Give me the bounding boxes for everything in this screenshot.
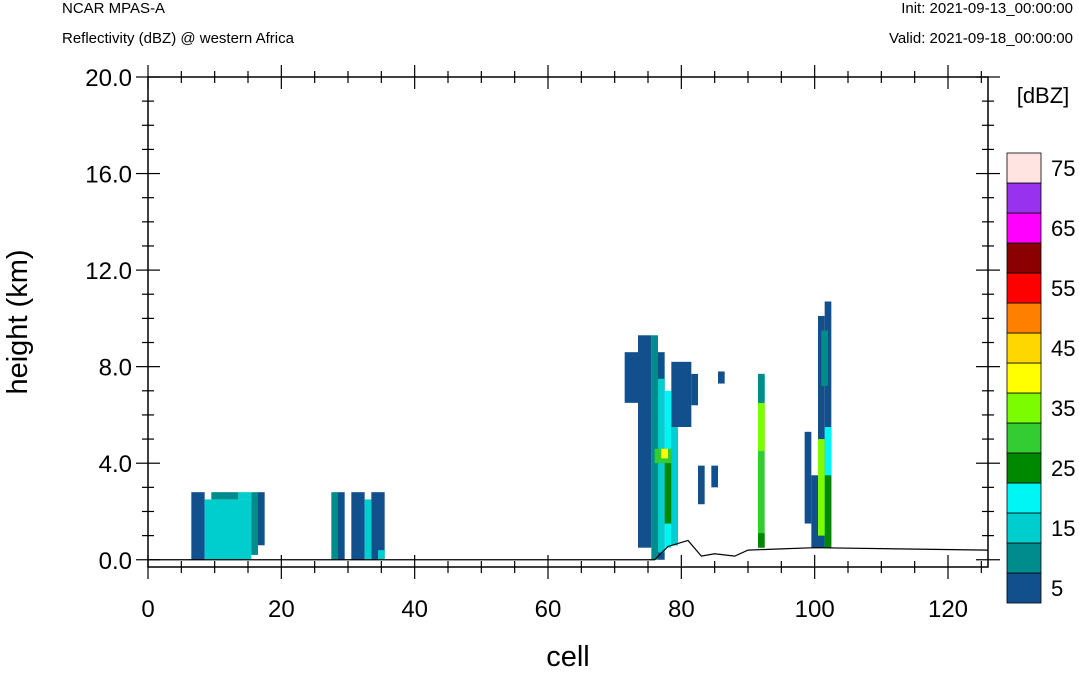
reflectivity-cell: [651, 335, 658, 560]
reflectivity-cell: [238, 492, 252, 500]
colorbar: 5 15 25 35 45 55 65 75: [1006, 152, 1075, 604]
reflectivity-cell: [678, 361, 692, 427]
colorbar-swatch: [1006, 332, 1042, 364]
colorbar-swatch: [1006, 182, 1042, 214]
colorbar-swatch: [1006, 512, 1042, 544]
colorbar-unit: [dBZ]: [1017, 83, 1070, 108]
reflectivity-cell: [818, 315, 825, 548]
x-tick-label: 20: [268, 596, 295, 623]
x-tick-label: 120: [928, 596, 968, 623]
reflectivity-cell: [691, 373, 698, 406]
colorbar-label: 25: [1051, 456, 1075, 481]
reflectivity-cell: [364, 499, 372, 560]
colorbar-swatch: [1006, 392, 1042, 424]
x-tick-label: 100: [795, 596, 835, 623]
reflectivity-cell: [818, 439, 825, 536]
y-tick-label: 0.0: [99, 548, 132, 575]
y-tick-label: 16.0: [85, 162, 132, 189]
reflectivity-cell: [824, 301, 832, 548]
colorbar-label: 55: [1051, 276, 1075, 301]
colorbar-swatch: [1006, 422, 1042, 454]
reflectivity-cell: [811, 475, 818, 548]
model-title: NCAR MPAS-A: [62, 0, 166, 17]
reflectivity-cell: [698, 465, 705, 505]
colorbar-swatch: [1006, 152, 1042, 184]
colorbar-swatch: [1006, 212, 1042, 244]
y-tick-label: 12.0: [85, 258, 132, 285]
x-axis-title: cell: [546, 641, 590, 673]
colorbar-label: 75: [1051, 156, 1075, 181]
reflectivity-cell: [371, 492, 385, 560]
y-tick-label: 8.0: [99, 355, 132, 382]
reflectivity-cell: [378, 550, 385, 560]
reflectivity-cell: [251, 492, 258, 555]
reflectivity-cell: [711, 465, 718, 488]
colorbar-label: 5: [1051, 576, 1063, 601]
reflectivity-cell: [191, 492, 205, 560]
field-subtitle: Reflectivity (dBZ) @ western Africa: [62, 30, 294, 47]
reflectivity-cell: [821, 330, 828, 386]
reflectivity-cells: [191, 301, 832, 560]
reflectivity-cell: [661, 448, 668, 459]
reflectivity-cell: [351, 492, 365, 560]
colorbar-swatch: [1006, 572, 1042, 604]
y-tick-label: 4.0: [99, 451, 132, 478]
reflectivity-cell: [758, 373, 765, 548]
colorbar-label: 35: [1051, 396, 1075, 421]
reflectivity-cell: [638, 335, 652, 548]
reflectivity-cell: [658, 378, 665, 553]
colorbar-swatch: [1006, 302, 1042, 334]
colorbar-label: 45: [1051, 336, 1075, 361]
reflectivity-cell: [664, 451, 672, 524]
frame-border: [147, 76, 989, 568]
x-tick-label: 40: [401, 596, 428, 623]
reflectivity-cell: [758, 533, 765, 548]
reflectivity-cell: [758, 402, 765, 452]
reflectivity-cell: [331, 492, 338, 560]
colorbar-label: 65: [1051, 216, 1075, 241]
colorbar-swatch: [1006, 482, 1042, 514]
colorbar-swatch: [1006, 272, 1042, 304]
reflectivity-cell: [258, 492, 265, 546]
y-axis-title: height (km): [2, 249, 34, 394]
x-tick-label: 0: [141, 596, 154, 623]
colorbar-swatch: [1006, 362, 1042, 394]
reflectivity-cell: [338, 492, 345, 560]
valid-time: Valid: 2021-09-18_00:00:00: [888, 30, 1073, 47]
terrain-line: [148, 539, 989, 561]
colorbar-swatch: [1006, 542, 1042, 574]
x-tick-label: 60: [535, 596, 562, 623]
reflectivity-cell: [718, 371, 725, 384]
reflectivity-cell: [204, 499, 252, 560]
terrain-layer: [148, 539, 989, 561]
x-tick-label: 80: [668, 596, 695, 623]
reflectivity-cell: [804, 431, 812, 524]
colorbar-swatch: [1006, 242, 1042, 274]
init-time: Init: 2021-09-13_00:00:00: [901, 0, 1073, 17]
colorbar-label: 15: [1051, 516, 1075, 541]
colorbar-swatch: [1006, 452, 1042, 484]
reflectivity-cell: [211, 492, 238, 500]
plot-frame: [147, 76, 989, 568]
reflectivity-cell: [758, 373, 765, 403]
reflectivity-cell: [671, 427, 678, 546]
axis-ticks: 0.0 4.0 8.0 12.0 16.0 20.0 0 20 40 60 80 100 120: [85, 65, 1000, 623]
reflectivity-cell: [824, 475, 832, 548]
y-tick-label: 20.0: [85, 65, 132, 92]
